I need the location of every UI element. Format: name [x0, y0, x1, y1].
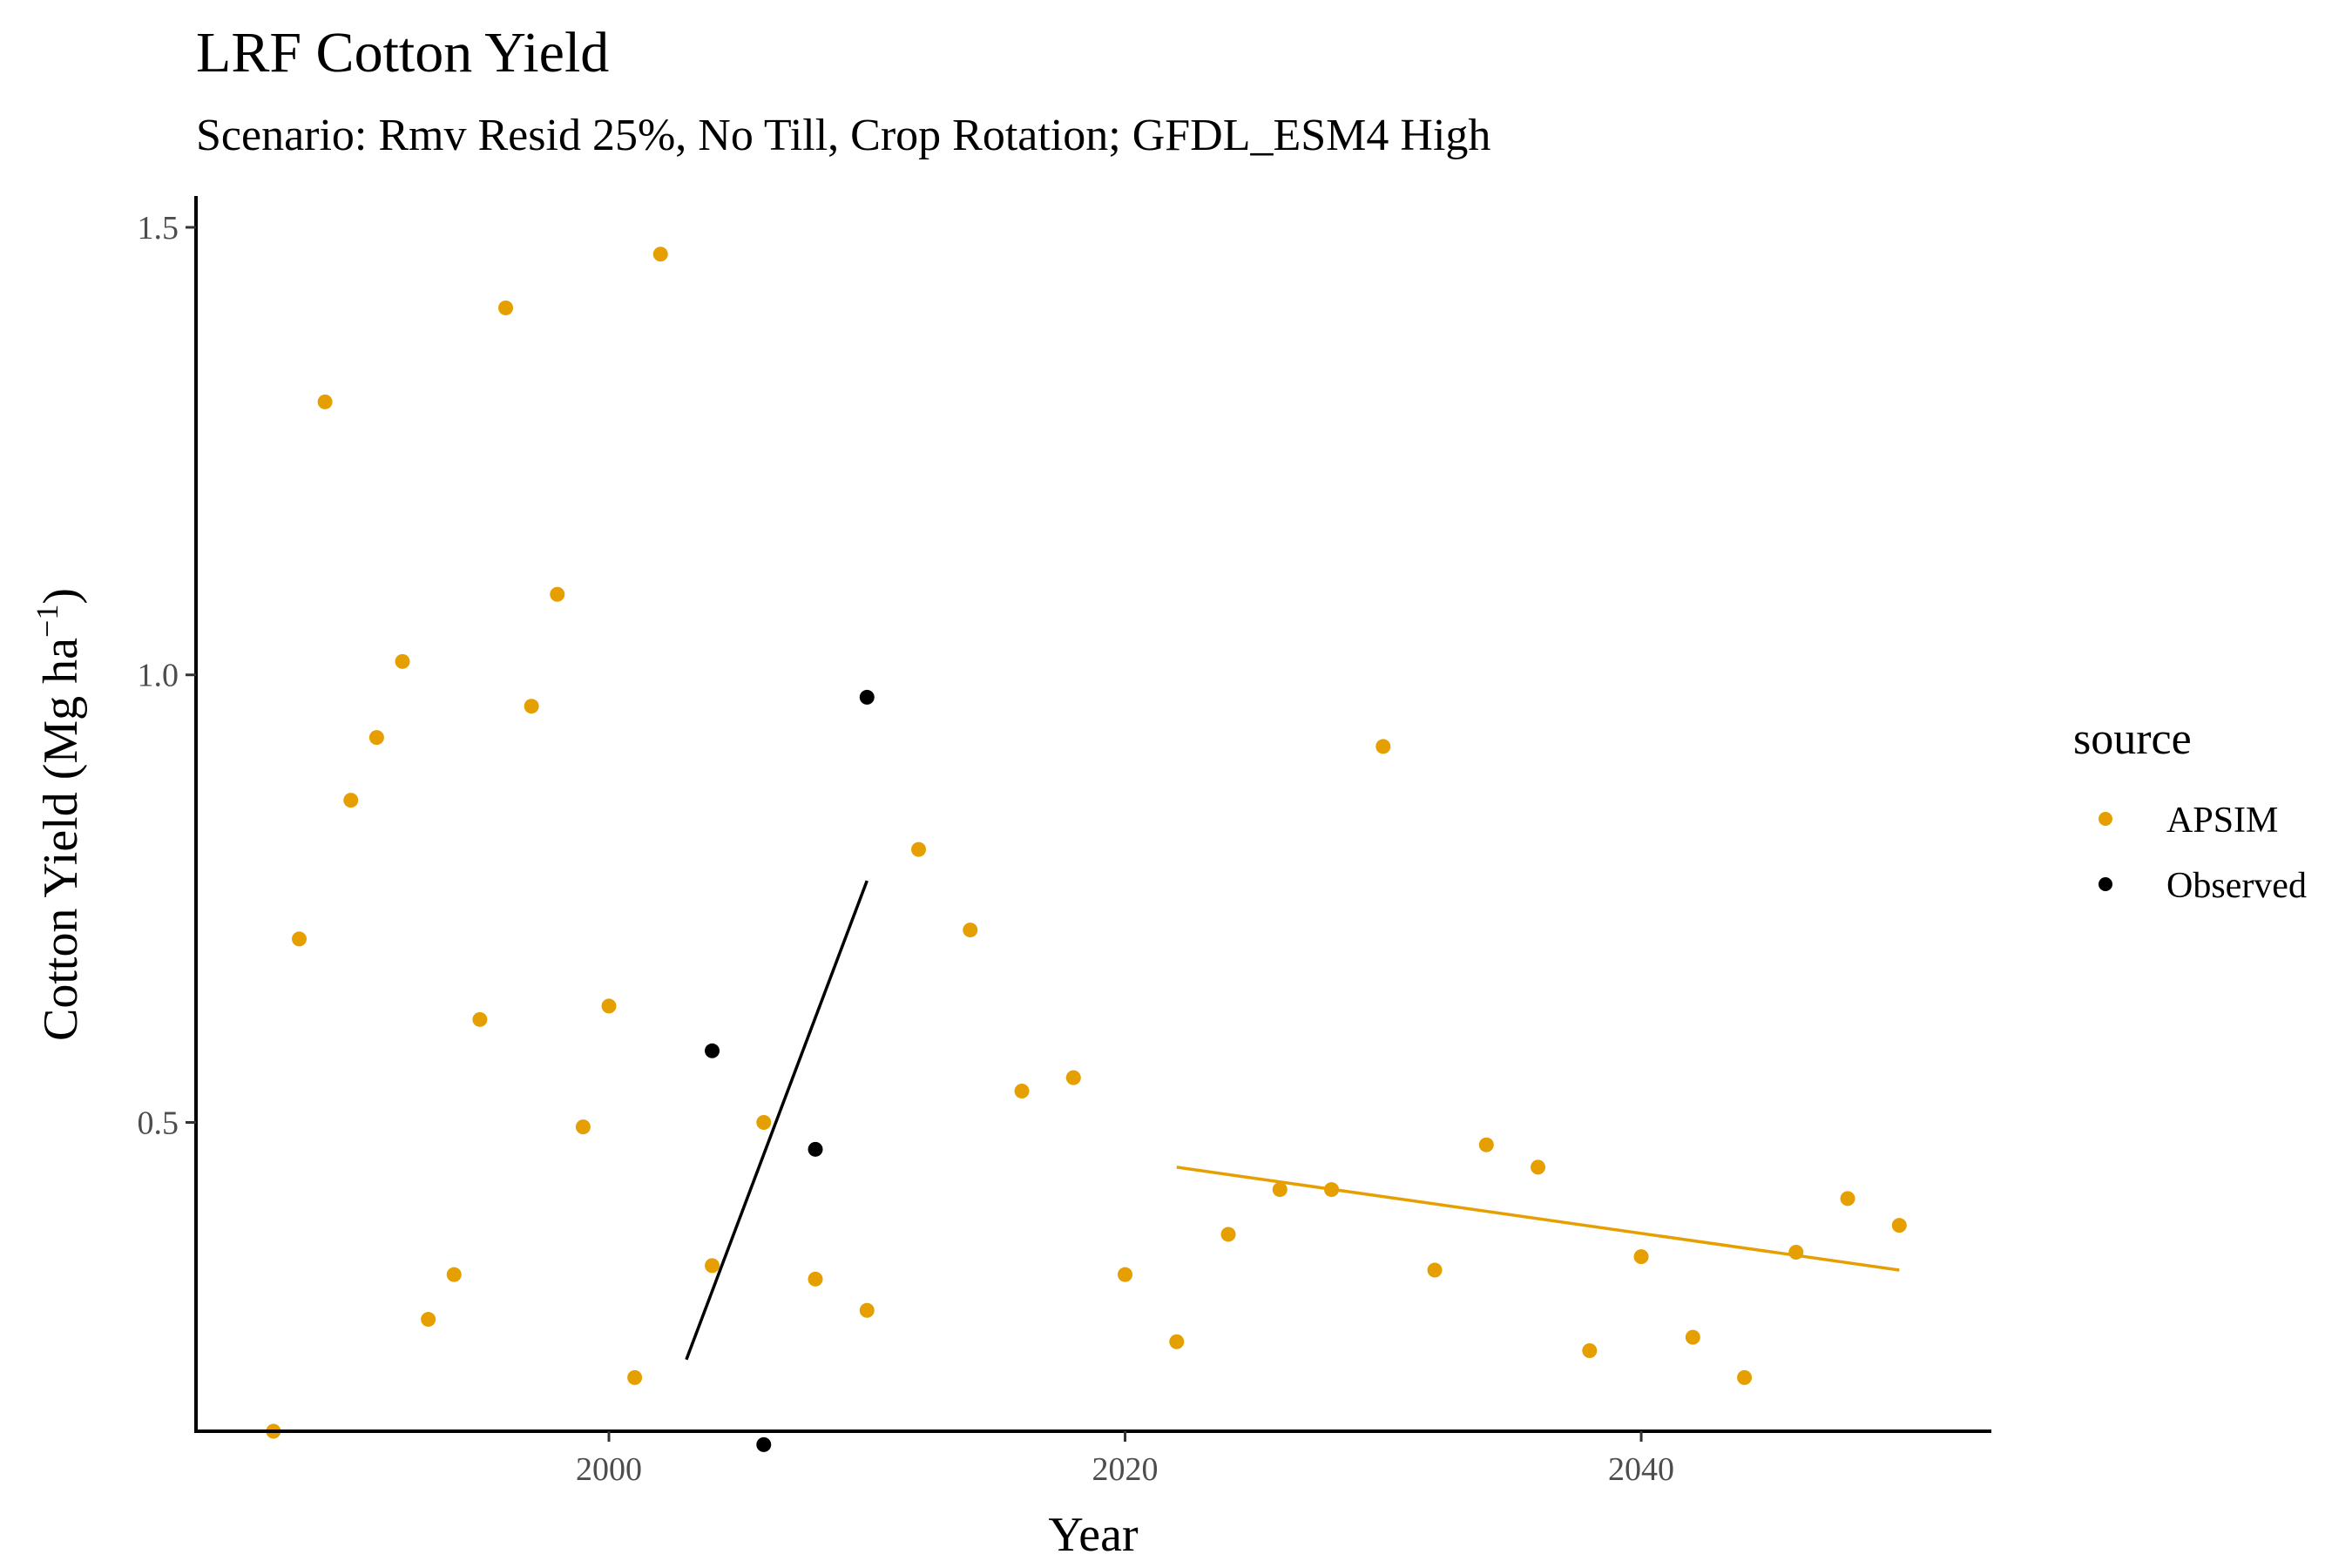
point-apsim-2044 — [1737, 1369, 1753, 1385]
point-apsim-1992 — [395, 653, 410, 669]
y-axis-label-superscript: −1 — [30, 605, 64, 638]
point-apsim-1993 — [421, 1312, 436, 1328]
point-observed-2010 — [859, 689, 875, 705]
point-apsim-2010 — [859, 1302, 875, 1318]
point-apsim-2026 — [1272, 1182, 1288, 1198]
point-apsim-1991 — [368, 730, 384, 746]
point-apsim-2040 — [1633, 1249, 1649, 1265]
point-apsim-2018 — [1065, 1070, 1081, 1085]
y-axis-label-close: ) — [34, 588, 88, 605]
y-tick-label: 0.5 — [138, 1105, 179, 1142]
point-apsim-1994 — [446, 1267, 462, 1282]
legend-label-observed: Observed — [2166, 866, 2307, 906]
point-apsim-1995 — [472, 1011, 488, 1027]
point-apsim-1999 — [575, 1119, 591, 1135]
point-apsim-2038 — [1582, 1343, 1598, 1359]
point-apsim-2048 — [1840, 1191, 1855, 1206]
point-apsim-2012 — [911, 841, 927, 857]
point-apsim-2008 — [808, 1271, 823, 1287]
point-apsim-2006 — [756, 1115, 772, 1130]
legend-label-apsim: APSIM — [2166, 801, 2278, 841]
point-apsim-2036 — [1531, 1159, 1546, 1175]
point-apsim-1989 — [317, 394, 333, 409]
point-observed-2008 — [808, 1141, 823, 1157]
point-apsim-1998 — [550, 586, 565, 602]
x-ticks: 2000 2020 2040 — [576, 1431, 1674, 1488]
trendline-observed — [685, 880, 868, 1361]
y-axis-label: Cotton Yield (Mg ha−1) — [30, 588, 88, 1041]
point-apsim-2004 — [705, 1258, 720, 1274]
y-tick-label: 1.5 — [138, 210, 179, 247]
y-ticks: 0.5 1.0 1.5 — [138, 210, 196, 1142]
point-apsim-2016 — [1014, 1084, 1030, 1099]
x-tick-label: 2000 — [576, 1451, 642, 1488]
point-observed-2006 — [756, 1436, 772, 1452]
point-apsim-2028 — [1324, 1182, 1340, 1198]
point-apsim-2020 — [1118, 1267, 1133, 1282]
y-axis-label-main: Cotton Yield (Mg ha — [34, 638, 88, 1041]
point-apsim-2032 — [1427, 1262, 1443, 1278]
point-apsim-2050 — [1891, 1218, 1907, 1233]
point-apsim-2014 — [963, 923, 978, 938]
legend: source APSIM Observed — [2073, 714, 2307, 906]
point-apsim-1996 — [498, 300, 514, 315]
point-apsim-2034 — [1478, 1137, 1494, 1152]
point-apsim-2001 — [627, 1369, 643, 1385]
x-tick-label: 2040 — [1608, 1451, 1674, 1488]
legend-title: source — [2073, 714, 2192, 764]
chart-title: LRF Cotton Yield — [196, 21, 609, 84]
point-apsim-2022 — [1169, 1334, 1185, 1349]
point-observed-2004 — [705, 1043, 720, 1058]
y-tick-label: 1.0 — [138, 658, 179, 694]
point-apsim-1990 — [343, 793, 359, 808]
x-tick-label: 2020 — [1092, 1451, 1159, 1488]
trendline-apsim — [1176, 1166, 1900, 1272]
point-apsim-1997 — [524, 699, 539, 714]
data-marks — [266, 247, 1907, 1452]
legend-key-apsim — [2099, 812, 2112, 826]
legend-key-observed — [2099, 877, 2112, 891]
point-apsim-1988 — [292, 931, 308, 947]
x-axis-label: Year — [1048, 1508, 1139, 1562]
point-apsim-2030 — [1375, 739, 1391, 754]
point-apsim-2042 — [1685, 1329, 1700, 1345]
point-apsim-2000 — [601, 998, 617, 1014]
point-apsim-2002 — [652, 247, 668, 262]
point-apsim-2024 — [1220, 1227, 1236, 1242]
point-apsim-2046 — [1788, 1244, 1804, 1260]
chart-subtitle: Scenario: Rmv Resid 25%, No Till, Crop R… — [196, 111, 1490, 160]
